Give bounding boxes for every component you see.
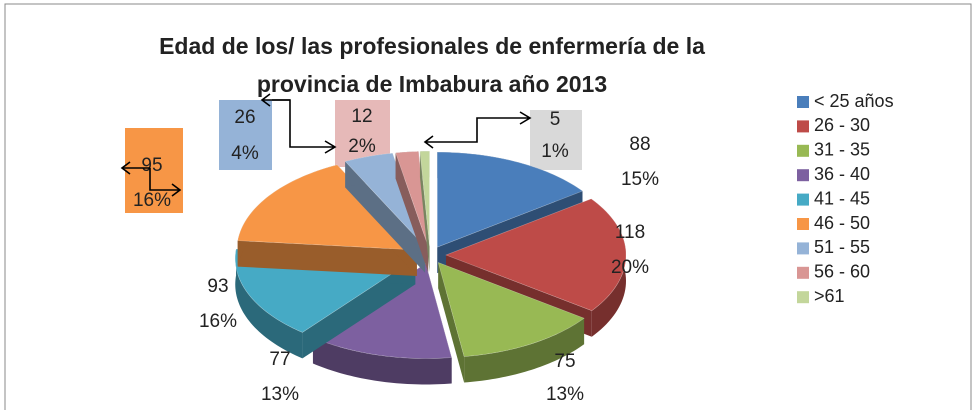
slice — [437, 262, 585, 383]
data-label: 5 — [550, 109, 561, 130]
slice-wall — [302, 258, 416, 359]
legend-label: 31 - 35 — [814, 140, 870, 160]
percent-label: 2% — [348, 136, 376, 157]
legend-swatch — [797, 242, 809, 255]
chart-title: Edad de los/ las profesionales de enferm… — [159, 33, 705, 59]
slice-top — [237, 164, 418, 251]
percent-label: 13% — [261, 384, 299, 405]
data-label: 77 — [269, 349, 290, 370]
pie — [234, 150, 627, 385]
legend-label: 56 - 60 — [814, 262, 870, 282]
legend-label: 36 - 40 — [814, 164, 870, 184]
slice-wall — [395, 152, 429, 273]
slice-top — [419, 150, 430, 247]
percent-label: 15% — [621, 169, 659, 190]
legend-swatch — [797, 120, 809, 133]
slice-wall — [419, 151, 430, 273]
data-label: 118 — [615, 222, 645, 243]
legend-swatch — [797, 144, 809, 157]
data-label: 88 — [629, 134, 650, 155]
chart-title: provincia de Imbabura año 2013 — [257, 71, 607, 97]
data-label: 26 — [234, 107, 255, 128]
percent-label: 20% — [611, 257, 649, 278]
slice-wall — [438, 262, 465, 383]
legend-swatch — [797, 266, 809, 279]
data-label: 12 — [351, 106, 372, 127]
label-box — [125, 128, 183, 213]
arrow — [260, 93, 290, 107]
arrow — [120, 161, 182, 197]
legend-swatch — [797, 169, 809, 182]
slice-wall — [237, 240, 417, 276]
legend-label: 51 - 55 — [814, 237, 870, 257]
label-box — [219, 100, 272, 170]
legend-swatch — [797, 218, 809, 230]
slice-wall — [345, 161, 425, 273]
percent-label: 4% — [231, 143, 259, 164]
percent-label: 16% — [199, 311, 237, 332]
slice-side — [235, 249, 303, 359]
legend-swatch — [797, 193, 809, 206]
leader-arrows — [120, 93, 532, 197]
slice-top — [445, 198, 627, 312]
legend-label: 41 - 45 — [814, 188, 870, 208]
slice — [419, 150, 430, 273]
percent-label: 16% — [133, 190, 171, 211]
slice-side — [312, 337, 452, 385]
legend-label: 26 - 30 — [814, 115, 870, 135]
slice-top — [437, 262, 585, 357]
slice-top — [312, 263, 453, 359]
percent-label: 1% — [541, 141, 569, 162]
legend-label: < 25 años — [814, 91, 894, 111]
data-label: 95 — [141, 155, 162, 176]
data-label: 75 — [554, 351, 575, 372]
legend-label: >61 — [814, 286, 845, 306]
percent-label: 13% — [546, 384, 584, 405]
label-box — [530, 110, 582, 170]
legend-swatch — [797, 96, 809, 108]
data-label: 93 — [207, 276, 228, 297]
legend-label: 46 - 50 — [814, 213, 870, 233]
slice-top — [344, 152, 426, 247]
slice-side — [464, 318, 585, 383]
labels: 88 15% 118 20% 75 13% 77 13% 93 16% 95 16% 26 4% 12 2% 5… — [133, 106, 659, 405]
legend: < 25 años 26 - 30 31 - 35 36 - 40 41 - 45 46 … — [797, 91, 894, 306]
arrow — [423, 111, 532, 149]
legend-swatch — [797, 291, 809, 304]
slice-top — [436, 151, 584, 248]
